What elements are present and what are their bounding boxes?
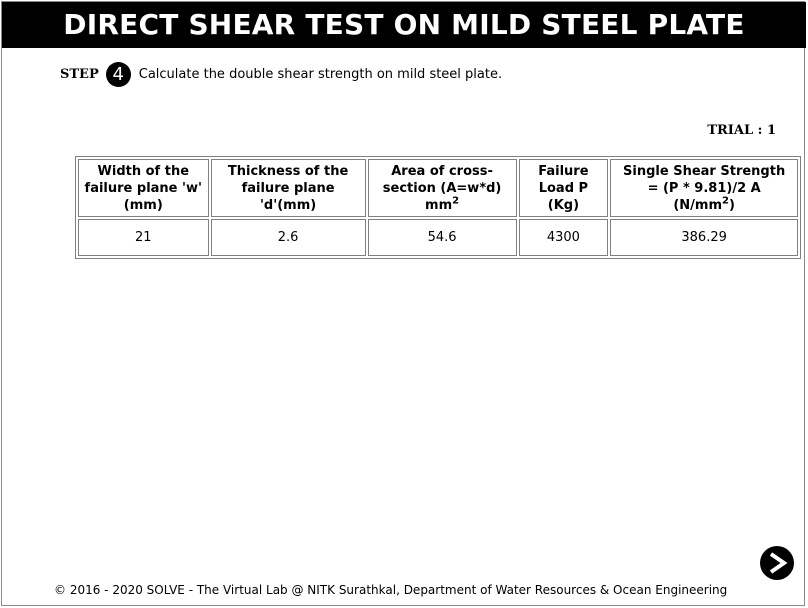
footer-copyright: © 2016 - 2020 SOLVE - The Virtual Lab @ …	[54, 583, 728, 597]
cell-failure-load-value: 4300	[518, 219, 609, 256]
step-instruction: Calculate the double shear strength on m…	[138, 66, 503, 82]
cell-area-value: 54.6	[367, 219, 517, 256]
cell-width-value: 21	[78, 219, 209, 256]
step-number-badge: 4	[105, 61, 131, 87]
results-table: Width of the failure plane 'w' (mm) Thic…	[75, 156, 801, 259]
trial-label: TRIAL : 1	[707, 123, 776, 138]
next-step-button[interactable]	[760, 546, 794, 580]
step-indicator: STEP 4 Calculate the double shear streng…	[60, 60, 502, 88]
column-header-shear-strength: Single Shear Strength = (P * 9.81)/2 A (…	[610, 159, 798, 217]
cell-shear-strength-value: 386.29	[610, 219, 798, 256]
column-header-area: Area of cross- section (A=w*d) mm2	[367, 159, 517, 217]
cell-thickness-value: 2.6	[210, 219, 366, 256]
arrow-right-icon	[769, 552, 788, 574]
page-title: DIRECT SHEAR TEST ON MILD STEEL PLATE	[2, 2, 806, 48]
table-row: 21 2.6 54.6 4300 386.29	[78, 219, 798, 256]
table-header-row: Width of the failure plane 'w' (mm) Thic…	[78, 159, 798, 217]
column-header-width: Width of the failure plane 'w' (mm)	[78, 159, 209, 217]
column-header-thickness: Thickness of the failure plane 'd'(mm)	[210, 159, 366, 217]
column-header-failure-load: Failure Load P (Kg)	[518, 159, 609, 217]
step-label: STEP	[60, 66, 99, 82]
